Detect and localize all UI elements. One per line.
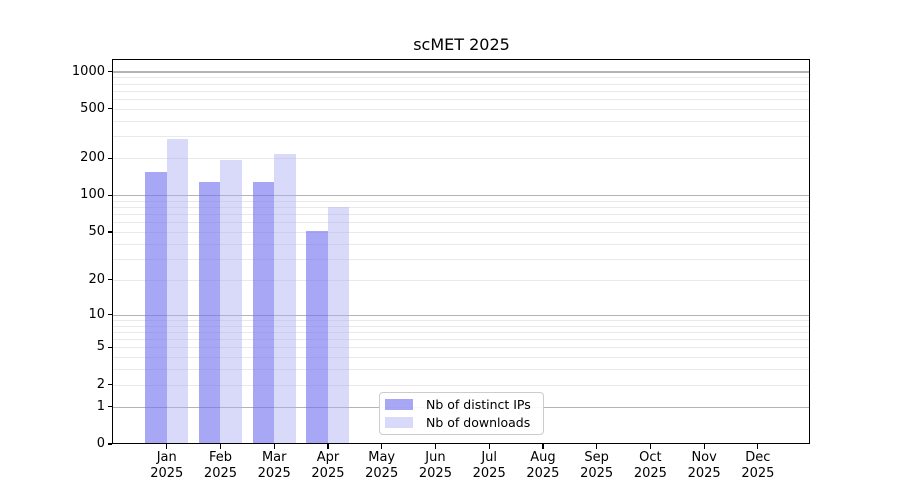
gridline-y-50 bbox=[113, 232, 810, 234]
gridline-y-100 bbox=[113, 195, 810, 197]
y-tick-50 bbox=[108, 231, 112, 233]
gridline-y-20 bbox=[113, 279, 810, 281]
x-tick-jun bbox=[434, 444, 437, 449]
x-tick-oct bbox=[649, 444, 651, 449]
x-tick-label-jan: Jan 2025 bbox=[150, 450, 184, 481]
x-tick-feb bbox=[219, 444, 222, 449]
gridline-y-200 bbox=[113, 158, 810, 160]
plot-area bbox=[113, 60, 810, 444]
x-tick-label-jun: Jun 2025 bbox=[418, 450, 452, 481]
x-tick-label-dec: Dec 2025 bbox=[741, 450, 775, 481]
bar-feb-downloads bbox=[220, 160, 242, 444]
y-tick-label-50: 50 bbox=[88, 224, 105, 240]
gridline-y-80 bbox=[113, 207, 810, 209]
gridline-y-400 bbox=[113, 120, 810, 122]
y-tick-label-5: 5 bbox=[96, 339, 105, 355]
gridline-y-30 bbox=[113, 258, 810, 260]
gridline-y-4 bbox=[113, 357, 810, 359]
x-tick-label-sep: Sep 2025 bbox=[580, 450, 614, 481]
x-tick-apr bbox=[327, 444, 329, 449]
y-tick-0 bbox=[108, 443, 112, 445]
y-tick-label-2: 2 bbox=[96, 376, 105, 392]
x-tick-may bbox=[381, 444, 383, 449]
gridline-y-90 bbox=[113, 200, 810, 202]
x-tick-mar bbox=[273, 444, 275, 449]
x-tick-label-apr: Apr 2025 bbox=[311, 450, 345, 481]
y-tick-label-200: 200 bbox=[80, 150, 105, 166]
legend-item-distinct-ips: Nb of distinct IPs bbox=[380, 397, 543, 413]
y-tick-1000 bbox=[108, 70, 112, 73]
chart-title: scMET 2025 bbox=[413, 35, 510, 54]
x-tick-label-aug: Aug 2025 bbox=[526, 450, 560, 481]
y-tick-20 bbox=[108, 279, 112, 281]
gridline-y-60 bbox=[113, 222, 810, 224]
x-tick-label-jul: Jul 2025 bbox=[472, 450, 506, 481]
y-tick-label-20: 20 bbox=[88, 271, 105, 287]
bar-apr-downloads bbox=[327, 207, 350, 444]
bar-jan-downloads bbox=[166, 139, 189, 444]
gridline-y-900 bbox=[113, 77, 810, 79]
legend-swatch-downloads bbox=[385, 417, 413, 428]
x-tick-sep bbox=[596, 444, 598, 449]
legend: Nb of distinct IPs Nb of downloads bbox=[379, 392, 544, 435]
gridline-y-500 bbox=[113, 108, 810, 110]
gridline-y-3 bbox=[113, 369, 810, 371]
y-tick-label-1: 1 bbox=[96, 398, 105, 414]
x-tick-jan bbox=[166, 444, 168, 449]
gridline-y-600 bbox=[113, 99, 810, 101]
x-tick-nov bbox=[703, 444, 705, 449]
y-tick-100 bbox=[108, 194, 112, 196]
gridline-y-7 bbox=[113, 331, 810, 333]
gridline-y-10 bbox=[113, 314, 810, 316]
gridline-y-1000 bbox=[113, 71, 810, 73]
legend-item-downloads: Nb of downloads bbox=[380, 415, 543, 431]
bar-jan-distinct-ips bbox=[145, 171, 167, 444]
gridline-y-800 bbox=[113, 83, 810, 85]
y-tick-1 bbox=[108, 406, 112, 408]
gridline-y-40 bbox=[113, 243, 810, 245]
bar-mar-distinct-ips bbox=[252, 182, 275, 444]
y-tick-200 bbox=[108, 157, 112, 159]
x-tick-label-oct: Oct 2025 bbox=[633, 450, 667, 481]
y-tick-10 bbox=[108, 314, 112, 316]
y-tick-label-1000: 1000 bbox=[71, 63, 105, 79]
y-tick-2 bbox=[108, 384, 112, 386]
x-tick-label-may: May 2025 bbox=[365, 450, 399, 481]
gridline-y-2 bbox=[113, 384, 810, 386]
gridline-y-8 bbox=[113, 325, 810, 327]
x-tick-label-nov: Nov 2025 bbox=[687, 450, 721, 481]
bar-mar-downloads bbox=[274, 154, 296, 444]
gridline-y-700 bbox=[113, 90, 810, 92]
legend-label-distinct-ips: Nb of distinct IPs bbox=[426, 397, 531, 412]
y-tick-label-100: 100 bbox=[80, 187, 105, 203]
gridline-y-6 bbox=[113, 339, 810, 341]
y-tick-label-500: 500 bbox=[80, 100, 105, 116]
bar-apr-distinct-ips bbox=[306, 231, 328, 444]
gridline-y-300 bbox=[113, 136, 810, 138]
y-tick-500 bbox=[108, 108, 112, 110]
x-tick-label-mar: Mar 2025 bbox=[257, 450, 291, 481]
x-tick-aug bbox=[542, 444, 544, 449]
x-tick-dec bbox=[757, 444, 759, 449]
legend-swatch-distinct-ips bbox=[385, 399, 413, 410]
gridline-y-9 bbox=[113, 319, 810, 321]
y-tick-label-10: 10 bbox=[88, 306, 105, 322]
legend-label-downloads: Nb of downloads bbox=[426, 415, 531, 430]
y-tick-label-0: 0 bbox=[96, 436, 105, 451]
gridline-y-5 bbox=[113, 347, 810, 349]
x-tick-label-feb: Feb 2025 bbox=[203, 450, 238, 481]
gridline-y-70 bbox=[113, 214, 810, 216]
bar-feb-distinct-ips bbox=[198, 182, 221, 444]
y-tick-5 bbox=[108, 346, 112, 348]
x-tick-jul bbox=[488, 444, 490, 449]
